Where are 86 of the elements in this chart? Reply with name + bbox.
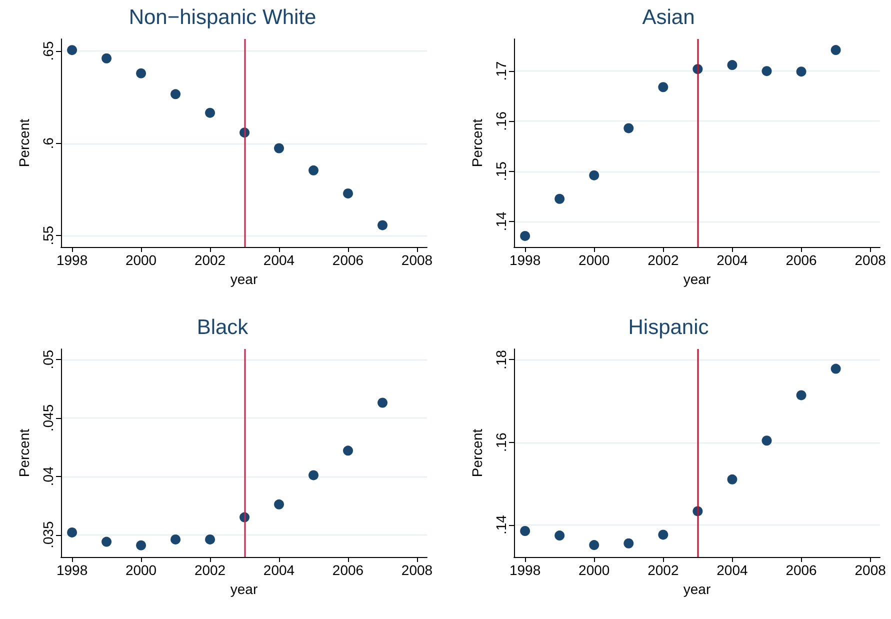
- point: [796, 390, 806, 400]
- point: [727, 60, 738, 70]
- y-tick-label: .16: [493, 432, 509, 452]
- x-tick-label: 2004: [263, 252, 295, 268]
- point: [67, 527, 78, 538]
- point: [658, 530, 668, 540]
- x-tick-label: 2006: [786, 252, 818, 268]
- x-tick-label: 2008: [854, 562, 886, 578]
- x-tick-label: 2006: [332, 562, 364, 578]
- point: [830, 364, 841, 374]
- x-tick-label: 2002: [648, 252, 679, 268]
- point: [274, 499, 284, 510]
- y-tick-label: .14: [493, 211, 509, 232]
- point: [520, 526, 530, 536]
- x-axis-title: year: [683, 270, 711, 287]
- y-axis-title: Percent: [469, 428, 485, 478]
- point: [554, 530, 565, 541]
- x-tick-label: 2004: [716, 252, 748, 268]
- y-axis-title: Percent: [16, 118, 32, 168]
- point: [830, 45, 841, 56]
- point: [378, 398, 388, 408]
- point: [308, 470, 319, 480]
- x-tick-label: 1998: [509, 252, 541, 268]
- point: [554, 194, 565, 204]
- x-tick-label: 2000: [125, 562, 157, 578]
- point: [727, 474, 738, 484]
- point: [170, 89, 181, 100]
- chart-title: Black: [196, 316, 249, 339]
- x-tick-label: 2004: [716, 562, 748, 578]
- point: [136, 540, 146, 550]
- x-tick-label: 1998: [509, 562, 541, 578]
- y-tick-label: .05: [40, 350, 56, 370]
- x-tick-label: 2000: [578, 252, 610, 268]
- y-tick-label: .17: [493, 61, 509, 81]
- x-tick-label: 2002: [194, 562, 226, 578]
- x-tick-label: 2008: [401, 562, 433, 578]
- point: [102, 536, 112, 547]
- point: [658, 82, 668, 92]
- x-tick-label: 1998: [56, 562, 88, 578]
- x-tick-label: 2000: [578, 562, 610, 578]
- point: [102, 53, 112, 64]
- point: [589, 540, 600, 550]
- x-tick-label: 2002: [194, 252, 226, 268]
- point: [762, 436, 772, 446]
- point: [343, 188, 354, 198]
- x-tick-label: 2004: [263, 562, 295, 578]
- x-tick-label: 2006: [786, 562, 818, 578]
- x-tick-label: 1998: [56, 252, 88, 268]
- x-tick-label: 2006: [332, 252, 364, 268]
- point: [343, 446, 354, 456]
- x-axis-title: year: [230, 270, 258, 287]
- point: [136, 68, 146, 78]
- y-axis-title: Percent: [16, 428, 32, 478]
- point: [796, 66, 806, 77]
- point: [170, 534, 181, 544]
- x-tick-label: 2002: [648, 562, 679, 578]
- x-axis-title: year: [230, 580, 258, 597]
- chart-title: Asian: [642, 6, 695, 29]
- y-tick-label: .035: [40, 520, 56, 548]
- x-tick-label: 2008: [854, 252, 886, 268]
- point: [205, 108, 216, 118]
- point: [378, 220, 388, 230]
- y-tick-label: .16: [493, 111, 509, 131]
- y-tick-label: .045: [40, 404, 56, 432]
- y-tick-label: .04: [40, 466, 56, 486]
- point: [67, 45, 78, 56]
- chart-title: Non−hispanic White: [128, 6, 316, 29]
- point: [520, 230, 530, 241]
- point: [589, 170, 600, 180]
- point: [624, 538, 634, 548]
- point: [308, 165, 319, 176]
- point: [762, 66, 772, 76]
- point: [274, 143, 284, 154]
- x-axis-title: year: [683, 580, 711, 597]
- point: [205, 534, 216, 544]
- y-tick-label: .18: [493, 350, 509, 370]
- point: [624, 123, 634, 134]
- chart-title: Hispanic: [628, 316, 709, 339]
- y-tick-label: .14: [493, 514, 509, 535]
- y-tick-label: .6: [40, 137, 56, 150]
- x-tick-label: 2000: [125, 252, 157, 268]
- y-tick-label: .15: [493, 161, 509, 182]
- y-tick-label: .55: [40, 226, 56, 246]
- y-axis-title: Percent: [469, 118, 485, 168]
- y-tick-label: .65: [40, 41, 56, 61]
- x-tick-label: 2008: [401, 252, 433, 268]
